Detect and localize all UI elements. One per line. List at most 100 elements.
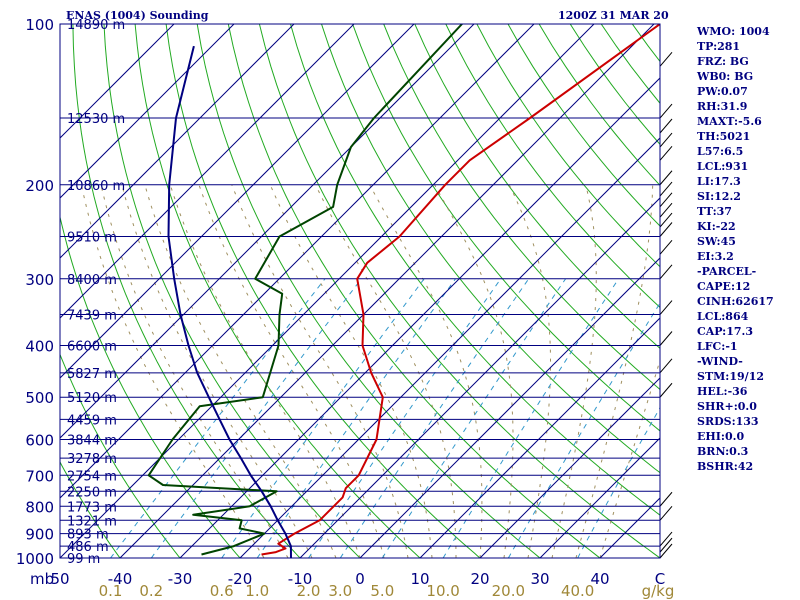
moist-adiabat-line xyxy=(575,184,654,558)
height-label: 12530 m xyxy=(67,112,125,127)
pressure-tick-label: 1000 xyxy=(16,550,54,568)
index-item: HEL:-36 xyxy=(697,385,748,398)
height-label: 2250 m xyxy=(67,485,117,500)
mixing-ratio-tick-label: 0.6 xyxy=(210,582,234,600)
isotherm-line xyxy=(179,77,660,558)
isotherm-line xyxy=(539,437,660,558)
wind-barb xyxy=(659,222,673,237)
height-label: 486 m xyxy=(67,540,109,555)
height-label: 893 m xyxy=(67,528,109,543)
index-item: PW:0.07 xyxy=(697,85,748,98)
index-item: BRN:0.3 xyxy=(697,445,749,458)
index-item: LCL:931 xyxy=(697,160,749,173)
pressure-tick-label: 500 xyxy=(25,389,54,407)
wind-barb xyxy=(659,103,673,119)
mixing-ratio-unit-label: g/kg xyxy=(642,582,675,600)
stability-indices-panel: WMO: 1004 TP:281 FRZ: BG WB0: BG PW:0.07… xyxy=(697,24,800,474)
wind-barb xyxy=(659,192,673,208)
index-item: -WIND- xyxy=(697,355,743,368)
mixing-ratio-tick-label: 40.0 xyxy=(561,582,594,600)
index-item: WB0: BG xyxy=(697,70,754,83)
moist-adiabat-line xyxy=(100,184,289,558)
mixing-ratio-tick-label: 5.0 xyxy=(370,582,394,600)
temperature-tick-label: -10 xyxy=(288,570,313,588)
pressure-tick-label: 800 xyxy=(25,498,54,516)
pressure-tick-label: 900 xyxy=(25,526,54,544)
wind-profile xyxy=(659,24,673,559)
profile-lines xyxy=(147,24,660,558)
wind-barb xyxy=(659,358,673,374)
height-label: 9510 m xyxy=(67,230,117,245)
mixing-ratio-line xyxy=(381,278,567,558)
isotherm-line xyxy=(60,24,295,259)
index-item: TH:5021 xyxy=(697,130,751,143)
wind-barb xyxy=(659,132,673,148)
isotherm-line xyxy=(419,317,660,558)
isotherm-line xyxy=(60,24,415,379)
mixing-ratio-tick-label: 0.2 xyxy=(139,582,163,600)
pressure-tick-label: 600 xyxy=(25,432,54,450)
mixing-ratio-tick-label: 2.0 xyxy=(297,582,321,600)
index-item: -PARCEL- xyxy=(697,265,757,278)
height-label: 3844 m xyxy=(67,434,117,449)
index-item: BSHR:42 xyxy=(697,460,754,473)
pressure-tick-labels: 100 200 300 400 500 600 700 800 900 1000 mb xyxy=(16,16,54,588)
isotherm-line xyxy=(119,24,655,558)
temperature-tick-labels: 50 -40 -30 -20 -10 0 10 20 30 40 C xyxy=(50,570,665,588)
height-label: 4459 m xyxy=(67,413,117,428)
wind-barb xyxy=(659,300,673,315)
isotherms xyxy=(60,24,660,558)
temperature-tick-label: 30 xyxy=(530,570,549,588)
wind-barb xyxy=(659,543,673,559)
wind-barb xyxy=(659,537,673,553)
series-line xyxy=(167,45,292,558)
pressure-tick-label: 300 xyxy=(25,271,54,289)
index-item: RH:31.9 xyxy=(697,100,748,113)
index-item: CAPE:12 xyxy=(697,280,751,293)
pressure-tick-label: 400 xyxy=(25,338,54,356)
mixing-ratio-tick-label: 10.0 xyxy=(426,582,459,600)
wind-barb xyxy=(659,212,673,228)
index-item: L57:6.5 xyxy=(697,145,744,158)
index-item: SHR+:0.0 xyxy=(697,400,757,413)
isobars xyxy=(60,23,660,559)
height-label: 99 m xyxy=(67,552,100,567)
height-label: 10860 m xyxy=(67,179,125,194)
temperature-tick-label: -20 xyxy=(228,570,253,588)
wind-barb xyxy=(659,240,673,255)
wind-barb xyxy=(659,202,673,218)
isotherm-line xyxy=(299,197,660,558)
index-item: SI:12.2 xyxy=(697,190,741,203)
index-item: LFC:-1 xyxy=(697,340,738,353)
chart-title: ENAS (1004) Sounding xyxy=(66,9,209,22)
wind-barb xyxy=(659,118,673,134)
wind-barb xyxy=(659,181,673,197)
isotherm-line xyxy=(479,377,660,558)
wind-barb xyxy=(659,145,673,161)
index-item: STM:19/12 xyxy=(697,370,764,383)
isotherm-line xyxy=(60,24,595,558)
wind-barb xyxy=(659,531,673,547)
index-item: KI:-22 xyxy=(697,220,736,233)
height-label: 2754 m xyxy=(67,469,117,484)
isotherm-line xyxy=(60,24,175,139)
height-label: 5827 m xyxy=(67,367,117,382)
isotherm-line xyxy=(60,24,235,199)
isotherm-line xyxy=(60,24,355,319)
mixing-ratio-tick-label: 20.0 xyxy=(492,582,525,600)
height-label: 8400 m xyxy=(67,273,117,288)
index-item: CAP:17.3 xyxy=(697,325,754,338)
moist-adiabat-line xyxy=(121,184,313,558)
temperature-tick-label: C xyxy=(655,570,665,588)
mixing-ratio-tick-labels: 0.1 0.2 0.6 1.0 2.0 3.0 5.0 10.0 20.0 40.0 g/kg xyxy=(99,582,675,600)
index-item: TP:281 xyxy=(697,40,741,53)
isotherm-line xyxy=(359,257,660,558)
index-item: WMO: 1004 xyxy=(697,25,770,38)
mixing-ratio-tick-label: 1.0 xyxy=(245,582,269,600)
wind-barb xyxy=(659,170,673,186)
index-item: EHI:0.0 xyxy=(697,430,745,443)
temperature-tick-label: 40 xyxy=(590,570,609,588)
height-label: 1321 m xyxy=(67,514,117,529)
